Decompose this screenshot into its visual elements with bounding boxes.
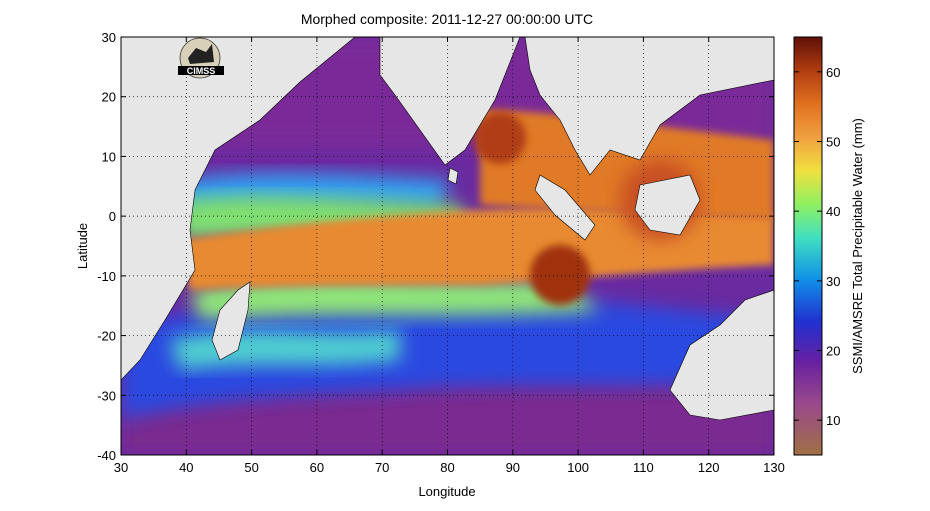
chart-title: Morphed composite: 2011-12-27 00:00:00 U… <box>301 11 593 27</box>
colorbar-tick-label: 30 <box>826 274 840 289</box>
y-axis: 30 20 10 0 -10 -20 -30 -40 <box>97 30 774 463</box>
x-tick-label: 60 <box>310 460 324 475</box>
colorbar-label: SSMI/AMSRE Total Precipitable Water (mm) <box>850 118 865 374</box>
cimss-logo: CIMSS <box>178 37 224 79</box>
x-tick-label: 70 <box>375 460 389 475</box>
colorbar-tick-label: 20 <box>826 344 840 359</box>
x-axis: 30 40 50 60 70 80 90 100 110 120 130 <box>114 37 785 475</box>
y-tick-label: 10 <box>102 149 116 164</box>
colorbar-gradient <box>793 36 823 456</box>
x-tick-label: 110 <box>633 460 654 475</box>
y-tick-label: 0 <box>109 209 116 224</box>
x-tick-label: 30 <box>114 460 128 475</box>
colorbar-ticks: 60 50 40 30 20 10 <box>794 65 840 428</box>
land <box>121 37 774 421</box>
land-africa-arabia <box>121 37 356 381</box>
land-borneo <box>634 174 701 236</box>
y-tick-label: 30 <box>102 30 116 45</box>
land-madagascar <box>211 281 251 361</box>
cimss-logo-text: CIMSS <box>187 66 216 76</box>
y-tick-label: -40 <box>97 448 116 463</box>
y-tick-label: 20 <box>102 90 116 105</box>
land-sumatra <box>534 174 596 241</box>
x-tick-label: 120 <box>698 460 720 475</box>
land-sri-lanka <box>447 167 459 185</box>
colorbar-tick-label: 50 <box>826 135 840 150</box>
land-australia <box>669 289 774 421</box>
y-tick-label: -20 <box>97 329 116 344</box>
colorbar-tick-label: 60 <box>826 65 840 80</box>
colorbar: 60 50 40 30 20 10 SSMI/AMSRE Total Precipitab… <box>793 36 865 456</box>
y-axis-label: Latitude <box>75 223 90 269</box>
land-southeast-asia <box>524 37 774 176</box>
land-india <box>379 37 521 166</box>
x-tick-label: 50 <box>244 460 258 475</box>
colorbar-tick-label: 10 <box>826 413 840 428</box>
x-tick-label: 40 <box>179 460 193 475</box>
y-tick-label: -10 <box>97 269 116 284</box>
y-tick-label: -30 <box>97 388 116 403</box>
x-tick-label: 80 <box>440 460 454 475</box>
plot-area <box>121 37 774 455</box>
x-tick-label: 90 <box>506 460 520 475</box>
x-tick-label: 130 <box>763 460 785 475</box>
x-axis-label: Longitude <box>418 484 475 499</box>
grid <box>121 37 774 455</box>
colorbar-tick-label: 40 <box>826 204 840 219</box>
x-tick-label: 100 <box>567 460 589 475</box>
